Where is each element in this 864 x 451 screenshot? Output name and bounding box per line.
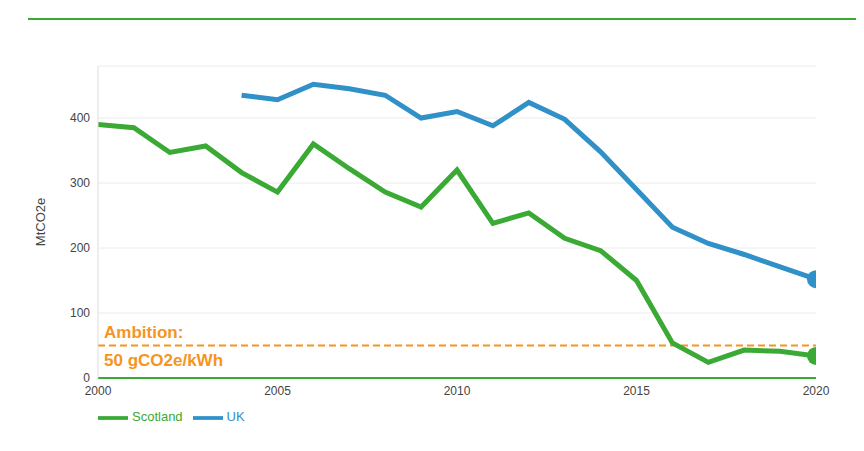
svg-text:300: 300: [70, 176, 90, 190]
svg-text:200: 200: [70, 241, 90, 255]
svg-text:2015: 2015: [623, 384, 650, 398]
html-text:UK: UK: [226, 409, 245, 425]
html-text:Scotland: Scotland: [132, 409, 183, 425]
svg-text:2020: 2020: [803, 384, 830, 398]
svg-text:0: 0: [83, 371, 90, 385]
svg-text:100: 100: [70, 306, 90, 320]
svg-text:MtCO2e: MtCO2e: [33, 198, 48, 246]
svg-text:2000: 2000: [85, 384, 112, 398]
svg-text:Ambition:: Ambition:: [104, 323, 183, 342]
svg-text:2005: 2005: [264, 384, 291, 398]
svg-text:400: 400: [70, 111, 90, 125]
svg-text:50 gCO2e/kWh: 50 gCO2e/kWh: [104, 351, 223, 370]
svg-text:2010: 2010: [444, 384, 471, 398]
